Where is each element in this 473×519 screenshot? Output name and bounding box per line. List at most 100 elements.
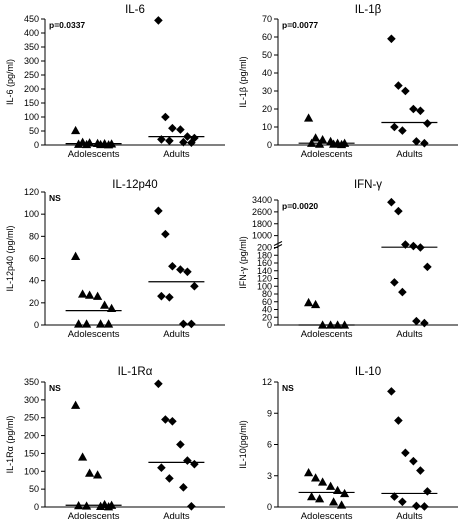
data-point-adults bbox=[390, 278, 399, 287]
category-label-adults: Adults bbox=[396, 329, 423, 340]
data-point-adults bbox=[423, 262, 432, 272]
significance-annotation: p=0.0020 bbox=[282, 201, 318, 211]
panel-il-1ralpha: IL-1Rα 0 50 100 150 200 250 300 350 IL-1Rα (pg/ml… bbox=[5, 366, 225, 519]
data-point-adults bbox=[398, 497, 407, 507]
y-tick-label: 250 bbox=[24, 70, 39, 80]
category-label-adolescents: Adolescents bbox=[301, 511, 353, 519]
data-point-adolescents bbox=[78, 289, 88, 298]
panel-il-10: IL-10 0 3 6 9 12 IL-10(pg/ml) NS Adolescents Adul… bbox=[238, 366, 458, 519]
category-label-adults: Adults bbox=[163, 329, 190, 340]
data-point-adults bbox=[412, 501, 421, 511]
data-point-adolescents bbox=[315, 494, 325, 503]
panel-title: IL-10 bbox=[355, 366, 381, 378]
data-point-adults bbox=[187, 319, 196, 329]
y-tick-label: 12 bbox=[262, 377, 272, 387]
data-point-adolescents bbox=[107, 303, 117, 313]
category-label-adults: Adults bbox=[163, 511, 190, 519]
y-tick-label: 100 bbox=[24, 466, 39, 476]
y-tick-label: 50 bbox=[262, 50, 272, 60]
data-point-adults bbox=[401, 86, 410, 96]
y-tick-label: 60 bbox=[29, 254, 39, 264]
y-tick-label: 20 bbox=[262, 312, 272, 322]
y-axis-label: IL-1β (pg/ml) bbox=[238, 56, 248, 107]
y-tick-label: 200 bbox=[24, 431, 39, 441]
data-point-adolescents bbox=[337, 500, 347, 509]
y-tick-label: 250 bbox=[24, 413, 39, 423]
data-point-adults bbox=[154, 16, 163, 25]
data-point-adults bbox=[168, 123, 177, 133]
data-point-adults bbox=[387, 387, 396, 396]
data-point-adults bbox=[420, 318, 429, 328]
data-point-adults bbox=[398, 287, 407, 297]
data-point-adolescents bbox=[304, 113, 314, 122]
data-point-adults bbox=[165, 474, 174, 483]
data-point-adults bbox=[157, 135, 166, 144]
y-tick-label: 40 bbox=[262, 68, 272, 78]
data-point-adults bbox=[423, 119, 432, 128]
panel-il-6: IL-6 0 50 100 150 200 250 300 350 400 450 IL-6 (pg/… bbox=[5, 4, 225, 160]
data-point-adolescents bbox=[78, 452, 88, 461]
data-point-adolescents bbox=[104, 502, 114, 511]
data-point-adults bbox=[390, 122, 399, 132]
category-label-adolescents: Adolescents bbox=[68, 511, 120, 519]
panel-title: IL-6 bbox=[125, 4, 145, 16]
data-point-adolescents bbox=[71, 400, 81, 409]
y-tick-label: 200 bbox=[24, 84, 39, 94]
y-tick-label: 100 bbox=[24, 209, 39, 219]
panel-title: IL-1Rα bbox=[118, 366, 153, 378]
y-tick-label: 9 bbox=[267, 408, 272, 418]
data-point-adolescents bbox=[104, 319, 114, 328]
data-point-adults bbox=[416, 106, 425, 116]
data-point-adults bbox=[390, 492, 399, 501]
y-tick-label: 0 bbox=[267, 502, 272, 512]
data-point-adults bbox=[412, 316, 421, 326]
y-tick-label: 2600 bbox=[252, 207, 272, 217]
data-point-adolescents bbox=[337, 139, 347, 149]
data-point-adults bbox=[394, 206, 403, 216]
y-tick-label: 0 bbox=[267, 320, 272, 330]
data-point-adults bbox=[409, 104, 418, 114]
data-point-adults bbox=[387, 34, 396, 44]
data-point-adults bbox=[183, 267, 192, 277]
data-point-adults bbox=[161, 112, 170, 122]
y-tick-label: 0 bbox=[34, 140, 39, 150]
y-tick-label: 300 bbox=[24, 395, 39, 405]
y-tick-label: 160 bbox=[257, 258, 272, 268]
y-tick-label: 70 bbox=[262, 14, 272, 24]
data-point-adolescents bbox=[311, 299, 321, 309]
y-tick-label: 350 bbox=[24, 377, 39, 387]
y-tick-label: 60 bbox=[262, 297, 272, 307]
data-point-adults bbox=[190, 459, 199, 469]
data-point-adolescents bbox=[82, 319, 92, 328]
data-point-adults bbox=[176, 125, 185, 134]
data-point-adults bbox=[409, 456, 418, 466]
significance-annotation: NS bbox=[49, 383, 61, 393]
data-point-adults bbox=[179, 483, 188, 492]
category-label-adolescents: Adolescents bbox=[68, 329, 120, 340]
y-tick-label: 3400 bbox=[252, 195, 272, 205]
data-point-adults bbox=[161, 415, 170, 424]
data-point-adults bbox=[161, 229, 170, 239]
data-point-adolescents bbox=[93, 470, 103, 479]
y-tick-label: 400 bbox=[24, 28, 39, 38]
data-point-adolescents bbox=[311, 133, 321, 142]
data-point-adults bbox=[154, 379, 163, 389]
data-point-adolescents bbox=[93, 291, 103, 300]
data-point-adults bbox=[394, 416, 403, 425]
y-tick-label: 1000 bbox=[252, 231, 272, 241]
y-tick-label: 350 bbox=[24, 42, 39, 52]
data-point-adolescents bbox=[85, 290, 95, 299]
y-tick-label: 3 bbox=[267, 471, 272, 481]
y-tick-label: 120 bbox=[257, 274, 272, 284]
data-point-adolescents bbox=[71, 125, 81, 135]
y-tick-label: 60 bbox=[262, 32, 272, 42]
data-point-adults bbox=[157, 291, 166, 301]
y-tick-label: 10 bbox=[262, 122, 272, 132]
significance-annotation: p=0.0077 bbox=[282, 20, 318, 30]
data-point-adolescents bbox=[304, 297, 314, 307]
data-point-adults bbox=[168, 416, 177, 426]
y-tick-label: 30 bbox=[262, 86, 272, 96]
y-tick-label: 40 bbox=[29, 276, 39, 286]
y-tick-label: 20 bbox=[262, 104, 272, 114]
y-axis-label: IL-12p40 (pg/ml) bbox=[5, 225, 15, 291]
